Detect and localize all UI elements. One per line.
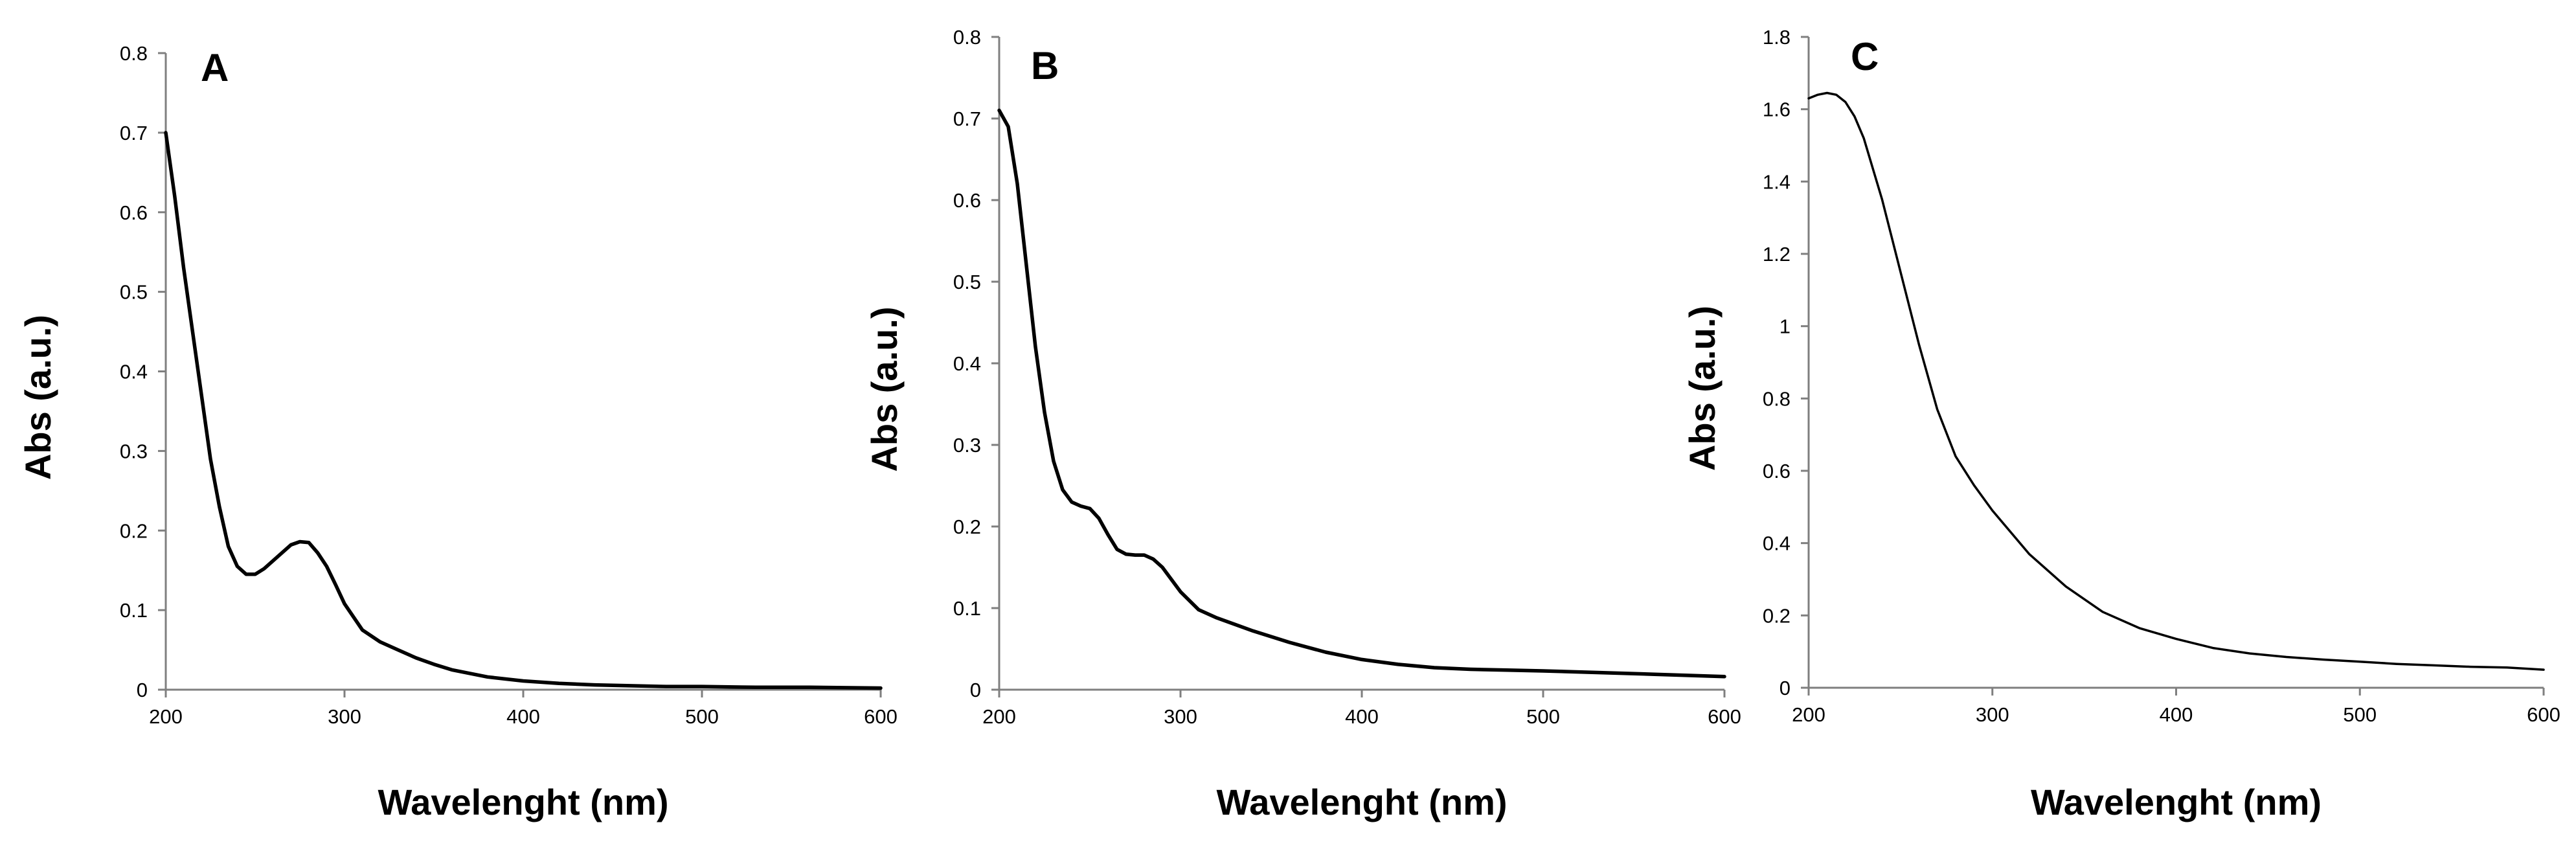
y-tick-label: 0.7: [953, 108, 981, 130]
y-tick-label: 0.6: [120, 201, 148, 224]
x-tick-label: 500: [685, 705, 719, 728]
y-tick-label: 0.3: [953, 434, 981, 457]
y-tick-label: 0.7: [120, 122, 148, 144]
chart-panel-c: 0 0.2 0.4 0.6 0.8 1 1.2 1.4 1.6 1.8 200 300 400 500 60…: [1682, 26, 2560, 822]
y-tick-label: 0.1: [120, 599, 148, 622]
x-axis-label-b: Wavelenght (nm): [1216, 782, 1507, 822]
x-tick-label: 500: [1526, 705, 1560, 728]
x-axis-label-c: Wavelenght (nm): [2031, 782, 2322, 822]
x-tick-label: 600: [1708, 705, 1741, 728]
y-tick-label: 1.4: [1763, 170, 1791, 193]
y-tick-label: 0.4: [120, 361, 148, 383]
series-line-c: [1807, 91, 2545, 671]
x-axis-label-a: Wavelenght (nm): [378, 782, 668, 822]
y-tick-label: 0.5: [953, 271, 981, 293]
panel-label-c: C: [1851, 35, 1879, 78]
x-tick-label: 200: [149, 705, 183, 728]
series-line-a: [164, 131, 883, 690]
y-tick-label: 0.2: [1763, 604, 1791, 627]
y-tick-label: 0.2: [953, 515, 981, 538]
y-tick-label: 0.2: [120, 519, 148, 542]
y-axis-label-a: Abs (a.u.): [17, 315, 58, 480]
chart-panel-b: 0 0.1 0.2 0.3 0.4 0.5 0.6 0.7 0.8 200 300 400 500 600…: [864, 26, 1741, 822]
y-tick-label: 0.1: [953, 597, 981, 620]
panel-label-a: A: [201, 46, 229, 89]
y-tick-label: 1.6: [1763, 98, 1791, 121]
x-tick-label: 300: [328, 705, 361, 728]
y-tick-label: 1: [1779, 315, 1791, 338]
y-axis-label-c: Abs (a.u.): [1682, 306, 1723, 471]
panel-label-b: B: [1031, 44, 1059, 87]
chart-panel-a: 0 0.1 0.2 0.3 0.4 0.5 0.6 0.7 0.8 200 300 400 500 600…: [17, 42, 898, 822]
x-tick-label: 600: [864, 705, 898, 728]
y-tick-label: 0.3: [120, 440, 148, 462]
y-tick-label: 0.6: [1763, 460, 1791, 482]
y-axis-label-b: Abs (a.u.): [864, 306, 905, 471]
y-tick-label: 1.2: [1763, 243, 1791, 266]
x-tick-label: 200: [1792, 703, 1825, 726]
y-tick-label: 0.4: [953, 352, 981, 375]
x-tick-label: 400: [2160, 703, 2193, 726]
series-line-b: [997, 108, 1726, 679]
x-tick-label: 200: [982, 705, 1016, 728]
y-tick-label: 0.8: [953, 26, 981, 49]
y-tick-label: 0: [1779, 677, 1791, 699]
x-tick-label: 300: [1164, 705, 1197, 728]
y-tick-label: 0: [970, 679, 981, 701]
x-tick-label: 300: [1976, 703, 2009, 726]
y-tick-label: 0.5: [120, 281, 148, 304]
y-tick-label: 1.8: [1763, 26, 1791, 49]
y-tick-label: 0.6: [953, 189, 981, 212]
y-tick-label: 0: [137, 679, 148, 701]
x-tick-label: 400: [506, 705, 540, 728]
x-tick-label: 500: [2343, 703, 2377, 726]
y-tick-label: 0.4: [1763, 532, 1791, 555]
y-tick-label: 0.8: [1763, 387, 1791, 410]
x-tick-label: 400: [1345, 705, 1379, 728]
y-tick-label: 0.8: [120, 42, 148, 65]
x-tick-label: 600: [2527, 703, 2560, 726]
